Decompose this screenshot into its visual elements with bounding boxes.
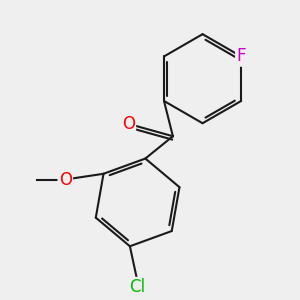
Text: O: O bbox=[122, 115, 135, 133]
Text: F: F bbox=[236, 47, 246, 65]
Text: O: O bbox=[59, 170, 72, 188]
Text: Cl: Cl bbox=[130, 278, 146, 296]
